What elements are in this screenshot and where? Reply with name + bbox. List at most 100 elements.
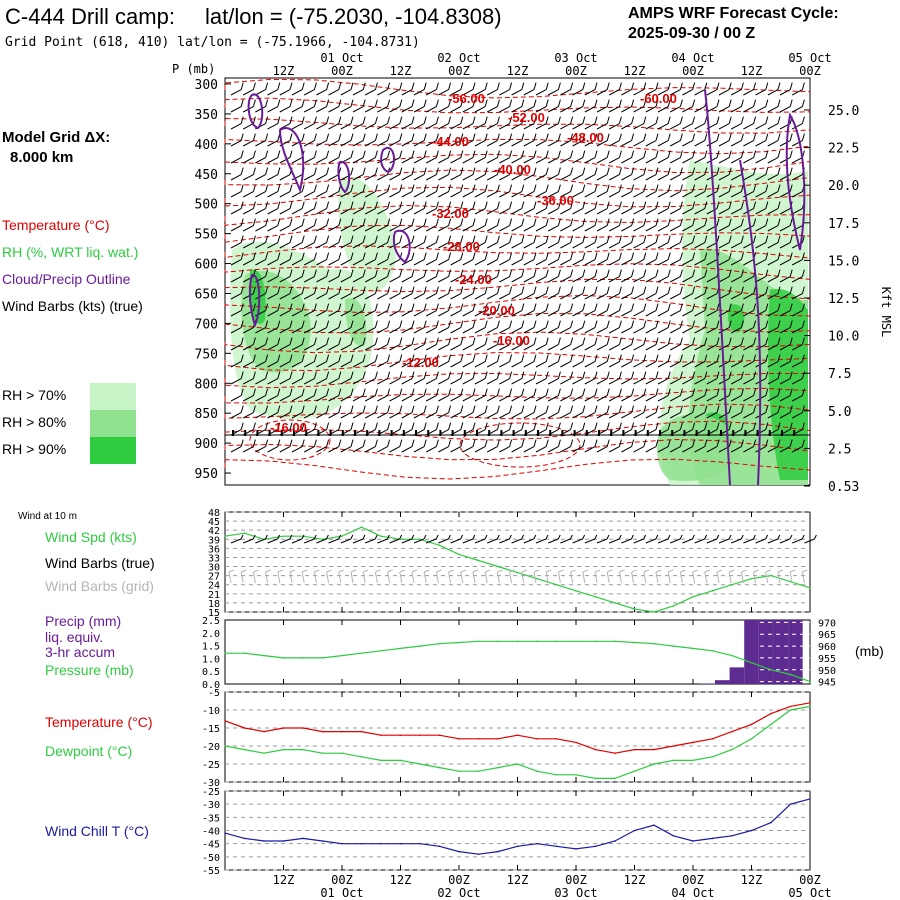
wind-barb <box>230 242 242 249</box>
wind10-barb-grid <box>350 571 354 584</box>
wind-barb-flag <box>789 286 793 294</box>
wind-barb <box>657 242 669 249</box>
wind-barb <box>621 157 632 164</box>
wind-barb-flag <box>692 235 696 243</box>
wind-barb <box>633 344 645 351</box>
wind-barb-flag <box>545 286 549 294</box>
wind-barb-flag <box>252 354 256 362</box>
wind-barb-flag <box>557 150 561 158</box>
wind-barb <box>657 89 669 96</box>
wind-barb <box>230 446 242 453</box>
wind-barb-flag <box>667 218 671 226</box>
wind-barb <box>523 140 535 147</box>
wind-barb <box>438 89 449 96</box>
wind-barb <box>340 123 352 130</box>
series-point <box>633 641 636 644</box>
wind-barb-flag <box>740 388 744 396</box>
wind-barb-flag <box>716 320 720 328</box>
wind-barb-flag <box>435 422 439 430</box>
wind-barb <box>779 174 791 181</box>
wind-barb <box>389 259 401 266</box>
wind-barb <box>316 106 327 113</box>
wind-barb <box>755 157 767 164</box>
wind-barb-flag <box>533 303 537 311</box>
wind-barb-flag <box>374 218 378 226</box>
wind-barb <box>450 293 462 300</box>
wind-barb <box>779 293 791 300</box>
wind-barb <box>547 446 559 453</box>
wind-barb-flag <box>301 439 305 447</box>
wind-barb <box>340 89 352 96</box>
wind-barb <box>706 395 718 402</box>
wind-barb-flag <box>643 388 647 396</box>
wind-barb-flag <box>435 184 439 192</box>
wind-barb <box>377 208 388 215</box>
hour-label-top: 12Z <box>273 64 295 78</box>
wind-barb <box>279 174 291 181</box>
wind-barb-flag <box>338 201 342 209</box>
wind-barb <box>401 310 413 317</box>
wind-barb-flag <box>301 218 305 226</box>
wind10-barb-grid-flag <box>558 569 564 573</box>
wind-barb <box>572 123 584 130</box>
wind-barb <box>401 327 413 334</box>
wind-barb-flag <box>606 116 610 124</box>
pressure-tick: 400 <box>195 138 218 153</box>
panel-tick: 21 <box>208 590 220 601</box>
wind-barb <box>242 446 254 453</box>
wind-barb <box>401 140 413 147</box>
wind-barb-flag <box>655 201 659 209</box>
wind-barb <box>596 344 608 351</box>
wind-barb <box>438 157 449 164</box>
wind-barb-flag <box>753 99 757 107</box>
wind-barb-flag <box>704 150 708 158</box>
wind-barb-flag <box>679 150 683 158</box>
wind-barb-flag <box>240 269 244 277</box>
wind-barb <box>608 293 620 300</box>
wind-barb <box>303 446 315 453</box>
wind-barb <box>621 446 632 453</box>
wind-barb-flag <box>326 371 330 379</box>
wind-barb-flag <box>240 116 244 124</box>
wind-barb <box>511 361 523 368</box>
wind-barb-flag <box>533 201 537 209</box>
wind-barb-flag <box>545 337 549 345</box>
wind-barb-flag <box>460 201 464 209</box>
wind-barb-flag <box>362 371 366 379</box>
wind10-barb-grid-flag <box>631 569 637 573</box>
height-tick: 25.0 <box>828 104 859 119</box>
wind-barb <box>511 327 523 334</box>
wind-barb <box>645 310 657 317</box>
wind-barb <box>438 378 449 385</box>
wind-barb <box>743 89 754 96</box>
wind-barb-flag <box>582 252 586 260</box>
wind-barb-flag <box>252 371 256 379</box>
wind-barb <box>462 293 474 300</box>
wind-barb <box>352 174 364 181</box>
wind-barb <box>767 361 779 368</box>
hour-label-bottom: 00Z <box>331 873 353 887</box>
wind-barb-flag <box>631 303 635 311</box>
wind-barb <box>645 412 657 419</box>
wind-barb-flag <box>765 218 769 226</box>
wind-barb <box>523 259 535 266</box>
wind10-barb-grid <box>594 571 598 584</box>
wind-barb-flag <box>301 337 305 345</box>
wind-barb-flag <box>350 354 354 362</box>
wind-barb <box>389 344 401 351</box>
series-point <box>789 673 792 676</box>
wind-barb <box>425 293 437 300</box>
wind-barb <box>413 276 425 283</box>
wind-barb <box>364 89 376 96</box>
wind-barb-flag <box>472 388 476 396</box>
wind-barb <box>706 310 718 317</box>
wind-barb-flag <box>582 235 586 243</box>
wind-barb <box>486 361 498 368</box>
wind-barb-flag <box>313 405 317 413</box>
wind-barb <box>230 123 242 130</box>
wind10-barb-true <box>584 538 595 544</box>
series-point <box>731 730 733 733</box>
height-tick: 12.5 <box>828 292 859 307</box>
wind-barb-flag <box>728 252 732 260</box>
wind10-barb-grid <box>545 571 549 584</box>
